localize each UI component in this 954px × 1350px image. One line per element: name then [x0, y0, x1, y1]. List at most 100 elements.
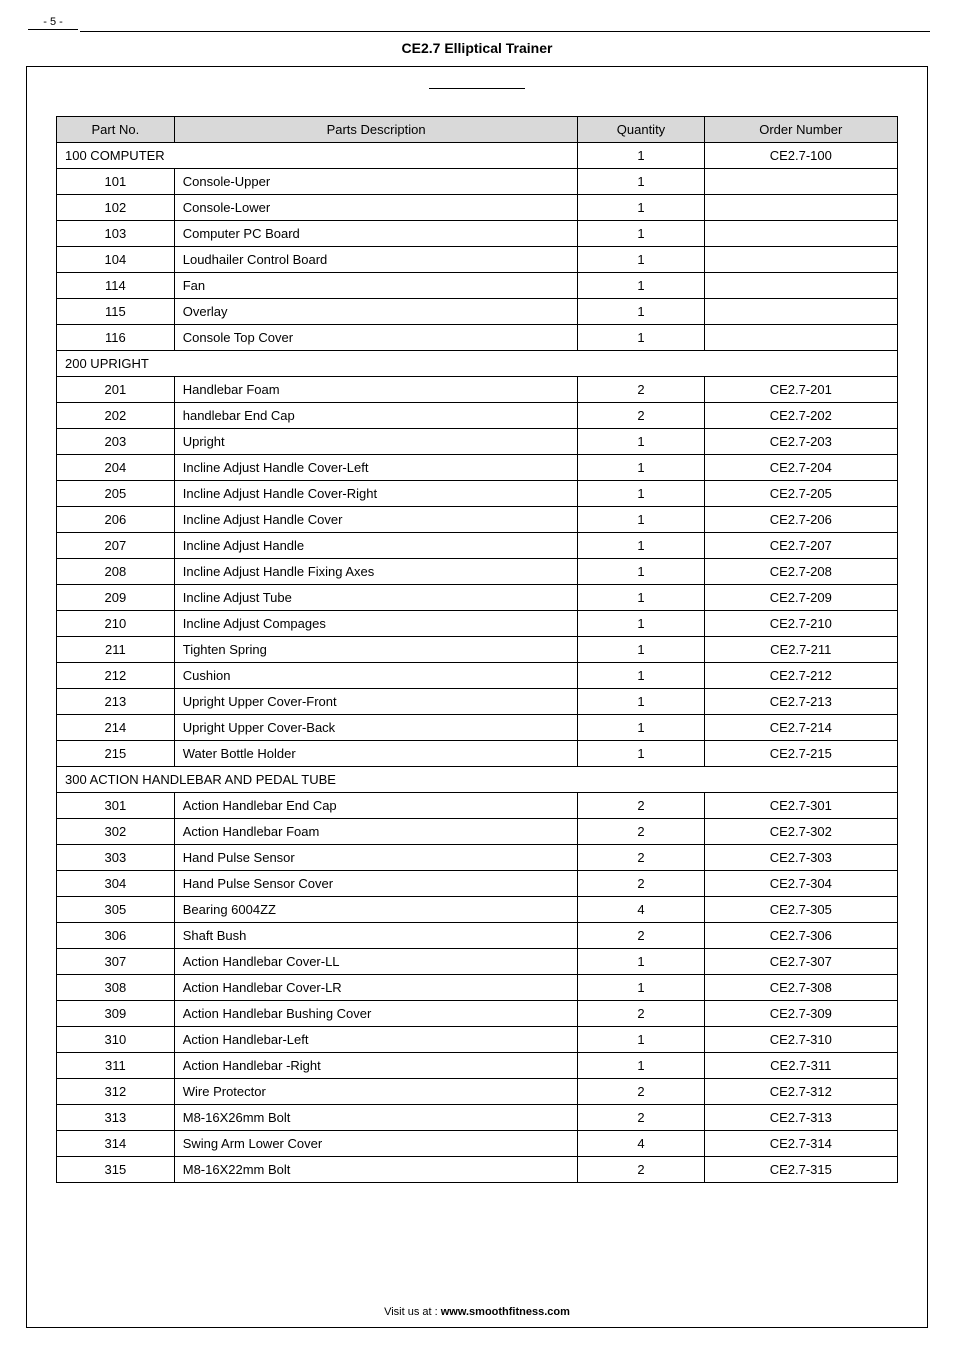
cell-qty: 1 [578, 481, 704, 507]
table-row: 310Action Handlebar-Left1CE2.7-310 [57, 1027, 898, 1053]
cell-desc: Incline Adjust Handle Cover-Left [174, 455, 578, 481]
table-row: 200 UPRIGHT [57, 351, 898, 377]
cell-qty: 1 [578, 533, 704, 559]
table-row: 207Incline Adjust Handle1CE2.7-207 [57, 533, 898, 559]
title-underline [429, 88, 525, 89]
cell-qty: 1 [578, 195, 704, 221]
cell-qty: 1 [578, 273, 704, 299]
cell-order: CE2.7-212 [704, 663, 897, 689]
cell-partno: 304 [57, 871, 175, 897]
cell-order [704, 247, 897, 273]
table-row: 205Incline Adjust Handle Cover-Right1CE2… [57, 481, 898, 507]
cell-partno: 202 [57, 403, 175, 429]
cell-partno: 102 [57, 195, 175, 221]
cell-desc: Console Top Cover [174, 325, 578, 351]
table-row: 114Fan1 [57, 273, 898, 299]
cell-qty: 2 [578, 1157, 704, 1183]
table-row: 313M8-16X26mm Bolt2CE2.7-313 [57, 1105, 898, 1131]
cell-partno: 309 [57, 1001, 175, 1027]
cell-partno: 313 [57, 1105, 175, 1131]
table-row: 208Incline Adjust Handle Fixing Axes1CE2… [57, 559, 898, 585]
cell-partno: 301 [57, 793, 175, 819]
cell-desc: handlebar End Cap [174, 403, 578, 429]
cell-desc: Action Handlebar Cover-LL [174, 949, 578, 975]
table-row: 101Console-Upper1 [57, 169, 898, 195]
cell-partno: 306 [57, 923, 175, 949]
cell-desc: Cushion [174, 663, 578, 689]
cell-partno: 213 [57, 689, 175, 715]
cell-partno: 307 [57, 949, 175, 975]
cell-qty: 1 [578, 611, 704, 637]
cell-order [704, 299, 897, 325]
cell-order: CE2.7-201 [704, 377, 897, 403]
cell-desc: Action Handlebar -Right [174, 1053, 578, 1079]
cell-order: CE2.7-308 [704, 975, 897, 1001]
cell-order: CE2.7-302 [704, 819, 897, 845]
cell-qty: 2 [578, 403, 704, 429]
cell-order: CE2.7-307 [704, 949, 897, 975]
table-row: 305Bearing 6004ZZ4CE2.7-305 [57, 897, 898, 923]
cell-desc: M8-16X22mm Bolt [174, 1157, 578, 1183]
table-row: 209Incline Adjust Tube1CE2.7-209 [57, 585, 898, 611]
cell-qty: 2 [578, 377, 704, 403]
header-rule [80, 31, 930, 32]
cell-desc: Hand Pulse Sensor [174, 845, 578, 871]
cell-order: CE2.7-303 [704, 845, 897, 871]
cell-desc: Shaft Bush [174, 923, 578, 949]
cell-partno: 315 [57, 1157, 175, 1183]
footer: Visit us at : www.smoothfitness.com [0, 1306, 954, 1318]
cell-partno: 208 [57, 559, 175, 585]
cell-qty: 1 [578, 1027, 704, 1053]
cell-order: CE2.7-202 [704, 403, 897, 429]
cell-order: CE2.7-213 [704, 689, 897, 715]
cell-desc: Hand Pulse Sensor Cover [174, 871, 578, 897]
cell-partno: 310 [57, 1027, 175, 1053]
cell-qty: 2 [578, 1079, 704, 1105]
table-row: 100 COMPUTER1CE2.7-100 [57, 143, 898, 169]
cell-desc: Action Handlebar Bushing Cover [174, 1001, 578, 1027]
cell-partno: 116 [57, 325, 175, 351]
cell-qty: 2 [578, 845, 704, 871]
cell-partno: 103 [57, 221, 175, 247]
table-row: 201Handlebar Foam2CE2.7-201 [57, 377, 898, 403]
cell-qty: 1 [578, 715, 704, 741]
cell-order: CE2.7-301 [704, 793, 897, 819]
header-qty: Quantity [578, 117, 704, 143]
cell-qty: 4 [578, 1131, 704, 1157]
cell-order: CE2.7-314 [704, 1131, 897, 1157]
cell-qty: 2 [578, 819, 704, 845]
cell-desc: Console-Upper [174, 169, 578, 195]
cell-qty: 1 [578, 741, 704, 767]
cell-order [704, 273, 897, 299]
cell-partno: 204 [57, 455, 175, 481]
cell-qty: 1 [578, 221, 704, 247]
section-label: 200 UPRIGHT [57, 351, 898, 377]
table-row: 309Action Handlebar Bushing Cover2CE2.7-… [57, 1001, 898, 1027]
cell-qty: 1 [578, 325, 704, 351]
table-row: 115Overlay1 [57, 299, 898, 325]
cell-desc: Overlay [174, 299, 578, 325]
cell-partno: 104 [57, 247, 175, 273]
cell-partno: 210 [57, 611, 175, 637]
cell-order: CE2.7-305 [704, 897, 897, 923]
footer-prefix: Visit us at : [384, 1306, 441, 1318]
cell-qty: 1 [578, 507, 704, 533]
table-row: 206Incline Adjust Handle Cover1CE2.7-206 [57, 507, 898, 533]
cell-desc: M8-16X26mm Bolt [174, 1105, 578, 1131]
header-partno: Part No. [57, 117, 175, 143]
table-row: 304Hand Pulse Sensor Cover2CE2.7-304 [57, 871, 898, 897]
table-row: 312Wire Protector2CE2.7-312 [57, 1079, 898, 1105]
header-desc: Parts Description [174, 117, 578, 143]
parts-table: Part No. Parts Description Quantity Orde… [56, 116, 898, 1183]
table-row: 303Hand Pulse Sensor2CE2.7-303 [57, 845, 898, 871]
cell-desc: Incline Adjust Handle Cover [174, 507, 578, 533]
cell-partno: 211 [57, 637, 175, 663]
cell-partno: 212 [57, 663, 175, 689]
cell-qty: 2 [578, 1105, 704, 1131]
cell-qty: 1 [578, 455, 704, 481]
cell-partno: 311 [57, 1053, 175, 1079]
cell-order: CE2.7-208 [704, 559, 897, 585]
cell-qty: 1 [578, 663, 704, 689]
cell-qty: 1 [578, 637, 704, 663]
cell-order: CE2.7-207 [704, 533, 897, 559]
